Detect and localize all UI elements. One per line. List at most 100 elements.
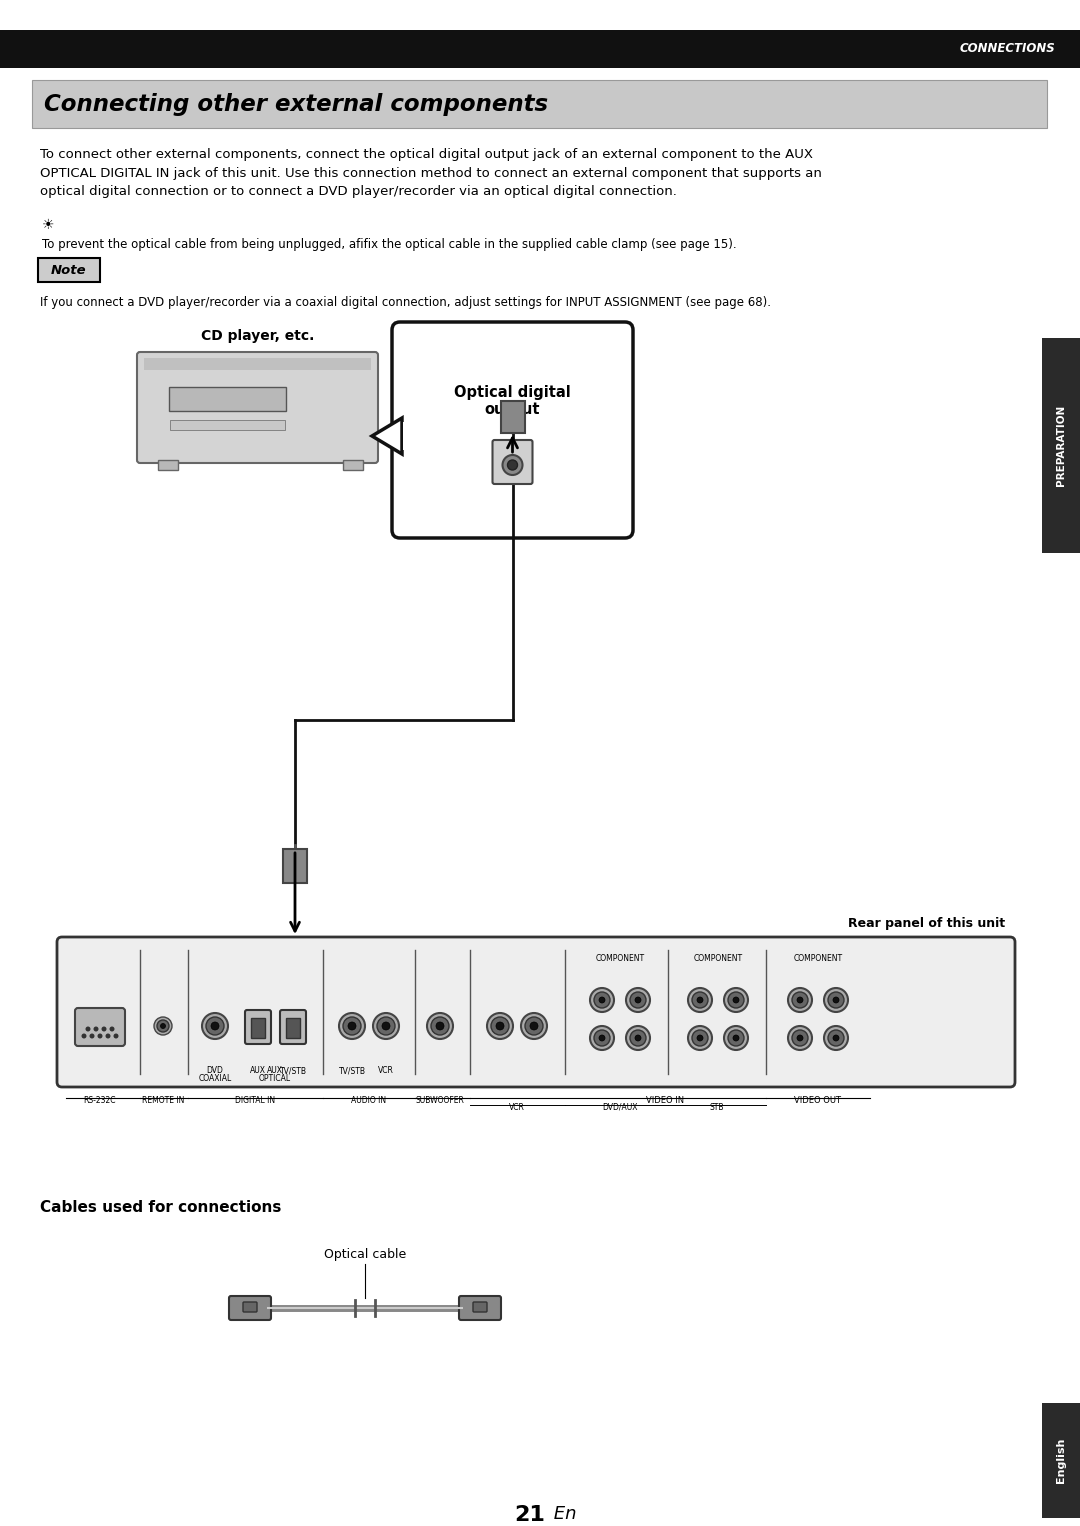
Circle shape — [728, 992, 744, 1009]
Circle shape — [688, 987, 712, 1012]
Circle shape — [733, 1035, 739, 1041]
Circle shape — [373, 1013, 399, 1039]
Text: TV/STB: TV/STB — [338, 1067, 365, 1074]
Circle shape — [525, 1016, 543, 1035]
Circle shape — [487, 1013, 513, 1039]
FancyBboxPatch shape — [57, 937, 1015, 1087]
FancyBboxPatch shape — [75, 1009, 125, 1045]
Circle shape — [797, 1035, 804, 1041]
FancyBboxPatch shape — [38, 258, 100, 282]
FancyBboxPatch shape — [280, 1010, 306, 1044]
Circle shape — [530, 1022, 538, 1030]
Text: COAXIAL: COAXIAL — [199, 1074, 231, 1083]
Circle shape — [97, 1033, 103, 1039]
FancyBboxPatch shape — [492, 439, 532, 484]
Circle shape — [792, 1030, 808, 1045]
Circle shape — [161, 1024, 165, 1029]
Text: VCR: VCR — [378, 1067, 394, 1074]
Text: ☀: ☀ — [42, 218, 54, 232]
Circle shape — [102, 1027, 107, 1032]
Circle shape — [206, 1016, 224, 1035]
Text: If you connect a DVD player/recorder via a coaxial digital connection, adjust se: If you connect a DVD player/recorder via… — [40, 296, 771, 308]
Circle shape — [828, 992, 843, 1009]
Circle shape — [833, 1035, 839, 1041]
Circle shape — [496, 1022, 504, 1030]
FancyBboxPatch shape — [170, 420, 285, 430]
Circle shape — [724, 1025, 748, 1050]
FancyBboxPatch shape — [168, 388, 286, 410]
Circle shape — [626, 987, 650, 1012]
Circle shape — [502, 455, 523, 475]
FancyBboxPatch shape — [283, 848, 307, 884]
Circle shape — [688, 1025, 712, 1050]
FancyBboxPatch shape — [392, 322, 633, 539]
Circle shape — [630, 1030, 646, 1045]
Circle shape — [692, 1030, 708, 1045]
Circle shape — [697, 996, 703, 1003]
Circle shape — [382, 1022, 390, 1030]
Text: COMPONENT: COMPONENT — [794, 954, 842, 963]
Circle shape — [594, 992, 610, 1009]
Circle shape — [728, 1030, 744, 1045]
FancyBboxPatch shape — [500, 401, 525, 433]
Text: Rear panel of this unit: Rear panel of this unit — [848, 917, 1005, 929]
FancyBboxPatch shape — [251, 1018, 265, 1038]
Circle shape — [692, 992, 708, 1009]
Circle shape — [824, 987, 848, 1012]
Circle shape — [211, 1022, 219, 1030]
Circle shape — [635, 996, 642, 1003]
Text: DIGITAL IN: DIGITAL IN — [235, 1096, 275, 1105]
Circle shape — [590, 1025, 615, 1050]
FancyBboxPatch shape — [245, 1010, 271, 1044]
FancyBboxPatch shape — [1042, 1402, 1080, 1518]
Circle shape — [828, 1030, 843, 1045]
Text: Optical cable: Optical cable — [324, 1248, 406, 1260]
Text: RS-232C: RS-232C — [84, 1096, 117, 1105]
Text: CONNECTIONS: CONNECTIONS — [959, 43, 1055, 55]
Text: TV/STB: TV/STB — [280, 1067, 307, 1074]
Text: Cables used for connections: Cables used for connections — [40, 1199, 282, 1215]
Text: COMPONENT: COMPONENT — [595, 954, 645, 963]
Text: AUDIO IN: AUDIO IN — [351, 1096, 387, 1105]
Circle shape — [788, 1025, 812, 1050]
Circle shape — [733, 996, 739, 1003]
Text: To connect other external components, connect the optical digital output jack of: To connect other external components, co… — [40, 148, 822, 198]
Circle shape — [521, 1013, 546, 1039]
Text: STB: STB — [710, 1103, 725, 1112]
Circle shape — [113, 1033, 119, 1039]
Text: PREPARATION: PREPARATION — [1056, 404, 1066, 487]
Circle shape — [202, 1013, 228, 1039]
Circle shape — [90, 1033, 95, 1039]
Text: VCR: VCR — [509, 1103, 525, 1112]
Text: DVD/AUX: DVD/AUX — [603, 1103, 638, 1112]
Circle shape — [824, 1025, 848, 1050]
Text: VIDEO IN: VIDEO IN — [646, 1096, 684, 1105]
Circle shape — [348, 1022, 356, 1030]
Circle shape — [94, 1027, 98, 1032]
FancyBboxPatch shape — [229, 1296, 271, 1320]
FancyBboxPatch shape — [158, 459, 178, 470]
Circle shape — [724, 987, 748, 1012]
Polygon shape — [403, 423, 411, 450]
Circle shape — [630, 992, 646, 1009]
Circle shape — [343, 1016, 361, 1035]
Circle shape — [590, 987, 615, 1012]
Text: OPTICAL: OPTICAL — [259, 1074, 292, 1083]
Circle shape — [697, 1035, 703, 1041]
FancyBboxPatch shape — [137, 353, 378, 462]
Text: CD player, etc.: CD player, etc. — [201, 330, 314, 343]
Circle shape — [85, 1027, 91, 1032]
Circle shape — [594, 1030, 610, 1045]
Text: Note: Note — [51, 264, 86, 276]
Circle shape — [635, 1035, 642, 1041]
Circle shape — [157, 1019, 168, 1032]
Text: REMOTE IN: REMOTE IN — [141, 1096, 185, 1105]
Text: AUX: AUX — [249, 1067, 266, 1074]
Circle shape — [377, 1016, 395, 1035]
Circle shape — [339, 1013, 365, 1039]
Text: AUX: AUX — [267, 1067, 283, 1074]
Circle shape — [626, 1025, 650, 1050]
Circle shape — [154, 1016, 172, 1035]
Circle shape — [436, 1022, 444, 1030]
Circle shape — [599, 996, 605, 1003]
